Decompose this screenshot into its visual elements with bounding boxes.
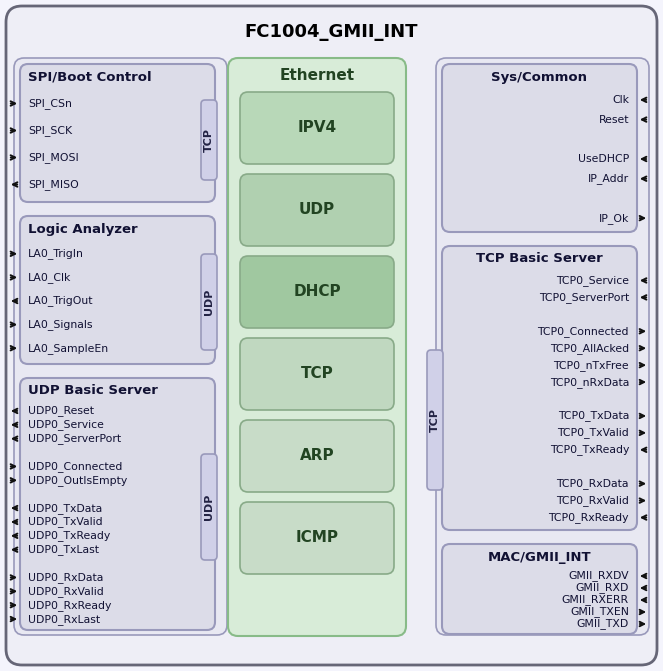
FancyBboxPatch shape bbox=[20, 64, 215, 202]
Text: TCP0_nRxData: TCP0_nRxData bbox=[550, 376, 629, 388]
Text: UDP0_Reset: UDP0_Reset bbox=[28, 405, 94, 417]
Text: TCP: TCP bbox=[430, 408, 440, 432]
Text: TCP: TCP bbox=[300, 366, 333, 382]
FancyBboxPatch shape bbox=[14, 58, 227, 635]
Text: GMII_RXERR: GMII_RXERR bbox=[562, 595, 629, 605]
Text: Clk: Clk bbox=[612, 95, 629, 105]
Text: TCP0_Connected: TCP0_Connected bbox=[538, 326, 629, 337]
Text: TCP Basic Server: TCP Basic Server bbox=[476, 252, 603, 266]
Text: TCP0_nTxFree: TCP0_nTxFree bbox=[554, 360, 629, 370]
Text: UDP Basic Server: UDP Basic Server bbox=[28, 384, 158, 397]
Text: GMII_TXEN: GMII_TXEN bbox=[570, 607, 629, 617]
Text: UDP: UDP bbox=[299, 203, 335, 217]
Text: Sys/Common: Sys/Common bbox=[491, 70, 587, 83]
Text: UDP0_RxValid: UDP0_RxValid bbox=[28, 586, 103, 597]
FancyBboxPatch shape bbox=[20, 378, 215, 630]
FancyBboxPatch shape bbox=[240, 256, 394, 328]
Text: UDP0_TxData: UDP0_TxData bbox=[28, 503, 102, 513]
Text: ARP: ARP bbox=[300, 448, 334, 464]
Text: MAC/GMII_INT: MAC/GMII_INT bbox=[488, 550, 591, 564]
Text: UDP0_Service: UDP0_Service bbox=[28, 419, 104, 430]
Text: UDP0_Connected: UDP0_Connected bbox=[28, 461, 123, 472]
Text: UseDHCP: UseDHCP bbox=[577, 154, 629, 164]
Text: TCP0_AllAcked: TCP0_AllAcked bbox=[550, 343, 629, 354]
Text: DHCP: DHCP bbox=[293, 285, 341, 299]
Text: UDP0_TxReady: UDP0_TxReady bbox=[28, 530, 110, 541]
Text: TCP0_RxReady: TCP0_RxReady bbox=[548, 512, 629, 523]
Text: GMII_TXD: GMII_TXD bbox=[577, 619, 629, 629]
Text: FC1004_GMII_INT: FC1004_GMII_INT bbox=[244, 23, 418, 41]
FancyBboxPatch shape bbox=[6, 6, 657, 665]
Text: TCP0_TxValid: TCP0_TxValid bbox=[557, 427, 629, 438]
Text: SPI/Boot Control: SPI/Boot Control bbox=[28, 70, 152, 83]
Text: TCP0_RxData: TCP0_RxData bbox=[556, 478, 629, 489]
Text: GMII_RXD: GMII_RXD bbox=[575, 582, 629, 593]
Text: TCP0_TxReady: TCP0_TxReady bbox=[550, 444, 629, 455]
Text: TCP0_TxData: TCP0_TxData bbox=[558, 411, 629, 421]
Text: Reset: Reset bbox=[599, 115, 629, 125]
FancyBboxPatch shape bbox=[436, 58, 649, 635]
Text: UDP0_TxLast: UDP0_TxLast bbox=[28, 544, 99, 555]
FancyBboxPatch shape bbox=[427, 350, 443, 490]
Text: LA0_SampleEn: LA0_SampleEn bbox=[28, 343, 109, 354]
Text: LA0_TrigOut: LA0_TrigOut bbox=[28, 295, 93, 307]
Text: UDP0_OutIsEmpty: UDP0_OutIsEmpty bbox=[28, 475, 127, 486]
Text: Ethernet: Ethernet bbox=[279, 68, 355, 83]
FancyBboxPatch shape bbox=[201, 254, 217, 350]
Text: TCP0_Service: TCP0_Service bbox=[556, 275, 629, 286]
Text: TCP0_ServerPort: TCP0_ServerPort bbox=[539, 292, 629, 303]
Text: UDP: UDP bbox=[204, 494, 214, 520]
Text: ICMP: ICMP bbox=[296, 531, 339, 546]
FancyBboxPatch shape bbox=[240, 174, 394, 246]
Text: UDP0_ServerPort: UDP0_ServerPort bbox=[28, 433, 121, 444]
Text: LA0_Clk: LA0_Clk bbox=[28, 272, 72, 283]
Text: SPI_SCK: SPI_SCK bbox=[28, 125, 72, 136]
Text: UDP0_TxValid: UDP0_TxValid bbox=[28, 517, 103, 527]
Text: SPI_MOSI: SPI_MOSI bbox=[28, 152, 79, 163]
FancyBboxPatch shape bbox=[240, 338, 394, 410]
FancyBboxPatch shape bbox=[442, 64, 637, 232]
FancyBboxPatch shape bbox=[442, 246, 637, 530]
FancyBboxPatch shape bbox=[201, 454, 217, 560]
Text: LA0_TrigIn: LA0_TrigIn bbox=[28, 248, 84, 259]
Text: UDP0_RxReady: UDP0_RxReady bbox=[28, 600, 111, 611]
Text: LA0_Signals: LA0_Signals bbox=[28, 319, 93, 330]
FancyBboxPatch shape bbox=[20, 216, 215, 364]
Text: IPV4: IPV4 bbox=[298, 121, 337, 136]
Text: UDP: UDP bbox=[204, 289, 214, 315]
FancyBboxPatch shape bbox=[240, 502, 394, 574]
Text: SPI_MISO: SPI_MISO bbox=[28, 179, 79, 190]
FancyBboxPatch shape bbox=[442, 544, 637, 634]
Text: UDP0_RxData: UDP0_RxData bbox=[28, 572, 103, 583]
Text: IP_Ok: IP_Ok bbox=[599, 213, 629, 223]
Text: UDP0_RxLast: UDP0_RxLast bbox=[28, 613, 100, 625]
Text: IP_Addr: IP_Addr bbox=[588, 173, 629, 184]
FancyBboxPatch shape bbox=[228, 58, 406, 636]
Text: SPI_CSn: SPI_CSn bbox=[28, 98, 72, 109]
Text: GMII_RXDV: GMII_RXDV bbox=[568, 570, 629, 582]
Text: TCP: TCP bbox=[204, 128, 214, 152]
FancyBboxPatch shape bbox=[201, 100, 217, 180]
FancyBboxPatch shape bbox=[240, 92, 394, 164]
Text: TCP0_RxValid: TCP0_RxValid bbox=[556, 495, 629, 506]
FancyBboxPatch shape bbox=[240, 420, 394, 492]
Text: Logic Analyzer: Logic Analyzer bbox=[28, 223, 138, 236]
